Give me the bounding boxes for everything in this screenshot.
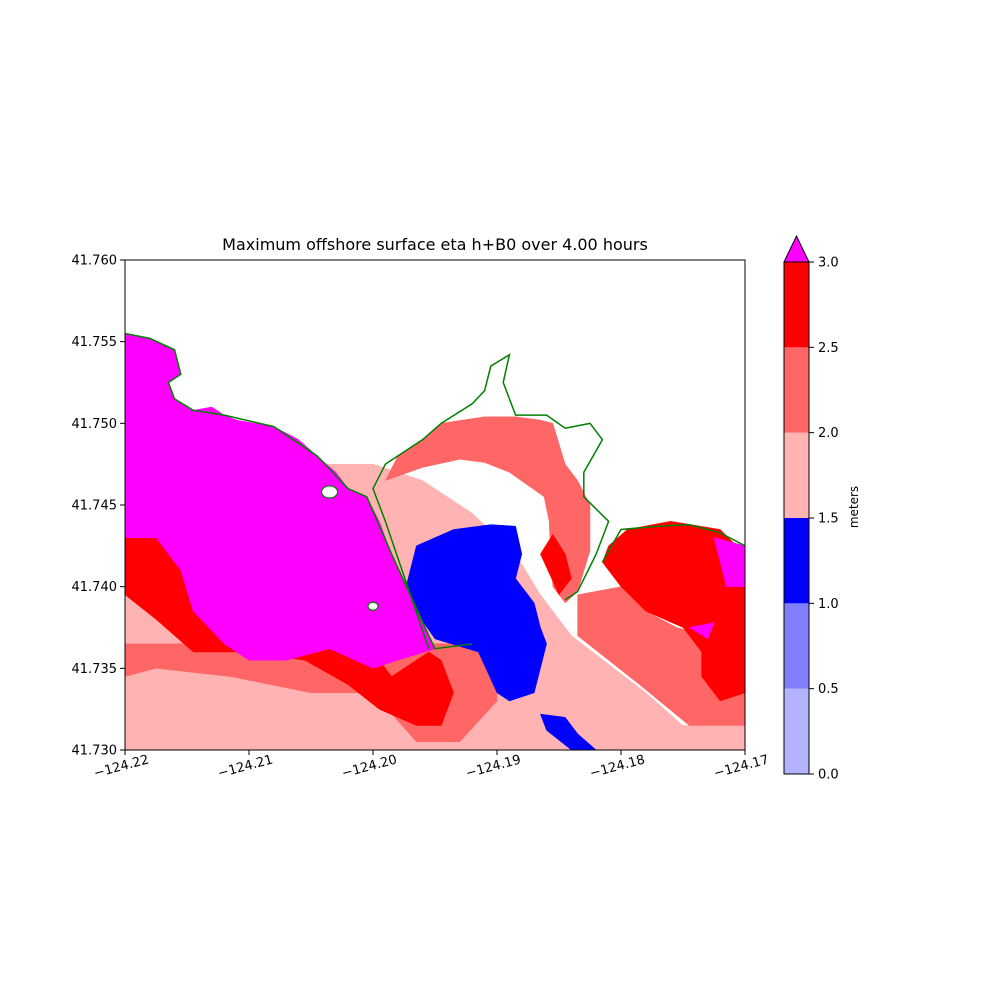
x-tick-label: −124.17 <box>712 752 770 781</box>
region-above-3-0-11 <box>688 622 715 640</box>
colorbar-band <box>784 262 809 348</box>
y-tick-label: 41.740 <box>72 580 118 595</box>
x-tick-label: −124.18 <box>588 752 646 781</box>
y-tick-label: 41.755 <box>72 335 118 350</box>
colorbar-tick-label: 2.5 <box>818 341 839 356</box>
y-axis: 41.730 41.735 41.740 41.745 41.750 41.755 41.7… <box>72 254 125 759</box>
region-2-0-2-5-2 <box>384 416 591 604</box>
region-2-5-3-0-6 <box>540 533 572 596</box>
x-tick-label: −124.21 <box>216 752 274 781</box>
colorbar-extend-arrow <box>783 234 810 263</box>
colorbar-tick-label: 3.0 <box>818 256 839 271</box>
y-tick-label: 41.735 <box>72 662 118 677</box>
y-tick-label: 41.730 <box>72 744 118 759</box>
region-2-5-3-0-5 <box>602 521 746 702</box>
colorbar-band <box>784 518 809 604</box>
chart-title: Maximum offshore surface eta h+B0 over 4… <box>222 235 648 254</box>
colorbar-tick-label: 1.5 <box>818 512 839 527</box>
colorbar-band <box>784 688 809 774</box>
x-axis: −124.22 −124.21 −124.20 −124.19 −124.18 −124.… <box>92 750 771 782</box>
x-tick-label: −124.19 <box>464 752 522 781</box>
colorbar-band <box>784 603 809 689</box>
region-above-3-0-10 <box>713 537 746 587</box>
shoreline-contours <box>124 332 746 650</box>
island-0 <box>321 485 339 499</box>
x-tick-label: −124.20 <box>340 752 398 781</box>
y-tick-label: 41.745 <box>72 499 118 514</box>
island-1 <box>367 601 379 611</box>
shoreline-harbor <box>372 353 610 649</box>
colorbar-tick-label: 2.0 <box>818 426 839 441</box>
y-tick-label: 41.760 <box>72 254 118 269</box>
plot-area <box>124 259 746 751</box>
colorbar-tick-label: 0.0 <box>818 768 839 783</box>
shoreline-east <box>601 523 746 563</box>
colorbar-band <box>784 347 809 433</box>
contour-fill-regions <box>124 333 746 751</box>
colorbar-tick-label: 1.0 <box>818 597 839 612</box>
colorbar-tick-label: 0.5 <box>818 682 839 697</box>
colorbar-band <box>784 432 809 518</box>
region-1-0-1-5-7 <box>403 524 547 702</box>
y-tick-label: 41.750 <box>72 417 118 432</box>
colorbar-label: meters <box>847 486 861 528</box>
colorbar: 0.0 0.5 1.0 1.5 2.0 2.5 3.0 <box>783 234 839 783</box>
